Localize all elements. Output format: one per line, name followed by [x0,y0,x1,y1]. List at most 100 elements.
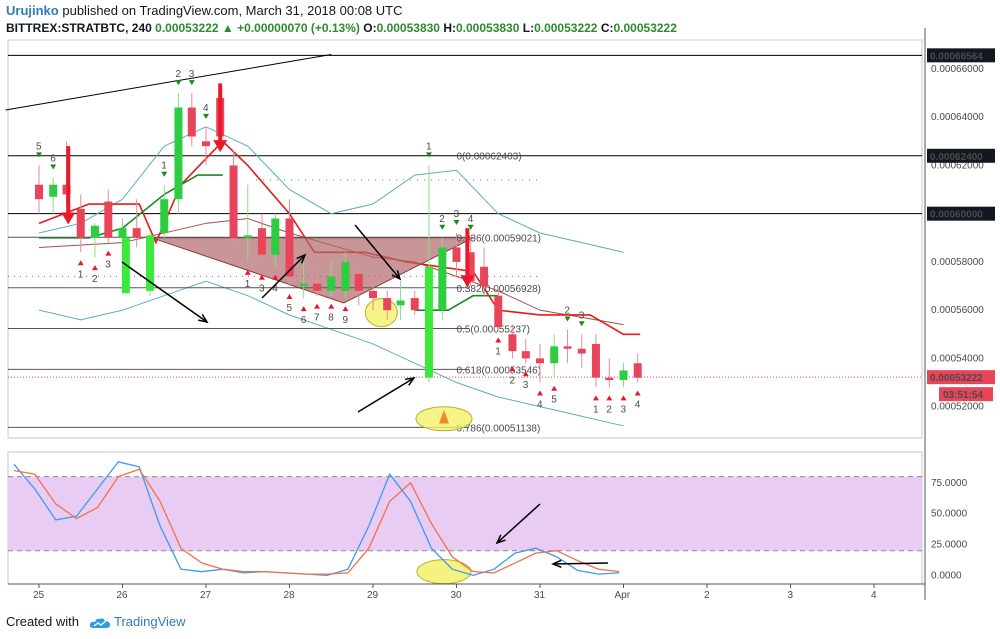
td-count-label: 4 [635,400,641,411]
close-label: C: [600,21,614,35]
trendline [5,53,332,111]
candle[interactable] [508,324,517,359]
candle[interactable] [633,353,642,383]
author-link[interactable]: Urujinko [6,3,59,18]
candle[interactable] [452,232,461,277]
candle[interactable] [354,261,363,306]
time-tick-label: 26 [117,590,129,601]
time-tick-label: 31 [534,590,546,601]
time-tick-label: 30 [451,590,463,601]
candle[interactable] [438,237,447,320]
open-value: 0.00053830 [376,21,440,35]
td-up-marker-icon [522,371,529,377]
candle[interactable] [76,194,85,253]
fib-level-label: 0(0.00062403) [457,152,522,163]
candle[interactable] [257,213,266,267]
td-down-marker-icon [188,80,195,86]
td-up-marker-icon [537,390,543,396]
candle[interactable] [229,150,238,250]
time-tick-label: Apr [615,590,631,601]
candle[interactable] [285,199,294,287]
annotation-arrow-icon [404,377,416,386]
candle[interactable] [494,286,503,330]
candle-body [605,377,614,381]
price-tag-box [927,148,995,163]
td-up-marker-icon [495,337,502,343]
td-count-label: 1 [593,404,599,415]
td-down-marker-icon [36,152,42,158]
price-tag-label: 0.00060000 [930,210,983,221]
candle-body [396,300,405,306]
annotation-arrow-icon [496,503,541,544]
td-count-label: 4 [468,214,474,225]
price-tag-box [927,206,995,221]
candle[interactable] [536,343,544,383]
candle[interactable] [577,334,586,369]
fib-level-label: 0.5(0.00055237) [457,325,530,336]
price-tag-box [927,48,995,63]
candle[interactable] [49,177,58,214]
annotation-arrow-icon [495,534,506,545]
annotation-arrow-icon [552,562,609,565]
candle[interactable] [619,363,628,388]
time-tick-label: 28 [284,590,296,601]
candle[interactable] [146,232,155,296]
candle[interactable] [90,223,99,258]
candle-body [633,363,642,378]
td-down-marker-icon [203,113,209,119]
fib-level-label: 0.236(0.00059021) [457,233,542,244]
candle[interactable] [383,290,392,320]
candle[interactable] [410,290,419,315]
publish-info: published on TradingView.com, March 31, … [62,3,403,18]
candle[interactable] [563,329,572,364]
candle[interactable] [202,126,210,166]
td-count-label: 3 [523,380,529,391]
candle[interactable] [160,184,169,238]
candle[interactable] [104,189,113,243]
candle[interactable] [396,281,405,320]
candle[interactable] [327,261,336,296]
footer: Created with TradingView [6,614,186,629]
candle-body [243,235,252,238]
symbol-label: BITTREX:STRATBTC, 240 [6,21,152,35]
candle[interactable] [313,266,322,296]
ohlc-header: BITTREX:STRATBTC, 240 0.00053222 ▲ +0.00… [6,21,677,35]
candle[interactable] [550,334,559,378]
time-tick-label: 4 [871,590,877,601]
stoch-pane[interactable]: 75.0000 50.0000 25.0000 0.0000 [7,451,968,585]
candle[interactable] [605,358,614,388]
candle[interactable] [132,199,141,248]
price-pane[interactable]: 0.00066000 0.00064000 0.00062000 0.00060000… [5,28,995,600]
time-axis[interactable]: 25 26 27 28 29 30 31 Apr 2 3 4 [8,583,925,601]
candle[interactable] [480,247,489,296]
td-up-marker-icon [77,260,84,266]
candle[interactable] [341,252,350,299]
candle[interactable] [369,276,377,311]
candle[interactable] [35,165,43,214]
annotation-arrow-icon [357,377,415,413]
fib-level-label: 0.382(0.00056928) [457,284,542,295]
time-tick-label: 27 [200,590,212,601]
candle[interactable] [521,339,530,364]
candle[interactable] [299,261,308,299]
stoch-tick-label: 50.0000 [931,509,968,520]
price-tick-label: 0.00056000 [931,305,984,316]
candle[interactable] [174,93,183,214]
td-up-marker-icon [300,306,307,312]
candle-body [35,184,43,200]
td-count-label: 4 [272,284,278,295]
annotation-arrow-icon [551,559,562,569]
candle[interactable] [424,165,433,383]
candle[interactable] [243,184,252,262]
candle-body [466,252,475,282]
candle[interactable] [591,334,600,388]
price-tick-label: 0.00062000 [931,160,984,171]
candle-body [438,247,447,311]
candle[interactable] [187,93,196,147]
candle[interactable] [271,213,280,267]
tradingview-brand-link[interactable]: TradingView [114,614,186,629]
td-up-marker-icon [634,390,641,396]
publish-header: Urujinko published on TradingView.com, M… [6,3,403,18]
candle-body [174,107,183,200]
